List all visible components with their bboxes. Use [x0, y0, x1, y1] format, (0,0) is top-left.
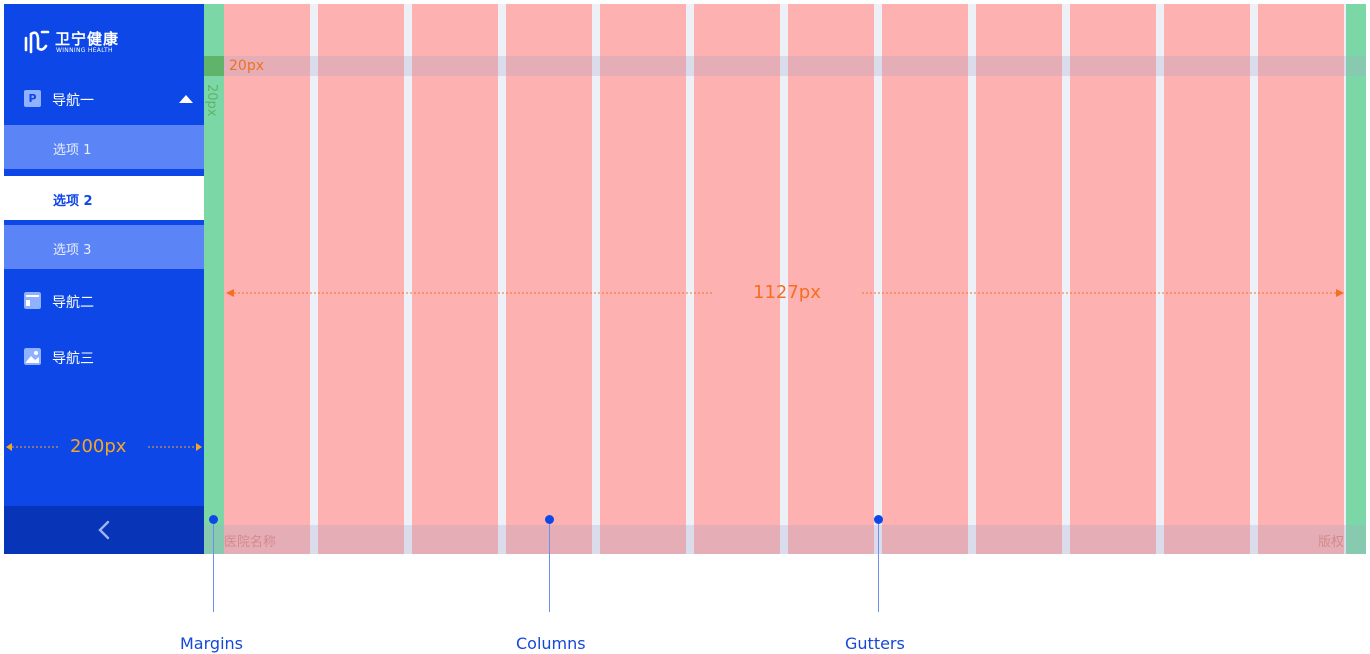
grid-column — [600, 4, 686, 554]
right-margin — [1346, 4, 1366, 554]
grid-column — [412, 4, 498, 554]
grid-column — [694, 4, 780, 554]
nav-item-2[interactable]: 导航二 — [4, 278, 204, 324]
margin-vertical-label: 20px — [204, 84, 219, 117]
content-width-label: 1127px — [753, 282, 821, 303]
brand-logo-icon — [24, 30, 50, 54]
image-icon — [24, 348, 41, 365]
content-width-arrow — [226, 289, 1344, 297]
margins-callout-label: Margins — [180, 634, 243, 653]
grid-column — [1070, 4, 1156, 554]
submenu-item-3[interactable]: 选项 3 — [4, 225, 204, 269]
footer-right-text: 版权 — [1318, 535, 1345, 550]
submenu-item-1-label: 选项 1 — [53, 143, 92, 158]
gutters-callout-dot — [874, 515, 883, 524]
columns-callout-dot — [545, 515, 554, 524]
submenu-item-3-label: 选项 3 — [53, 243, 92, 258]
nav-item-2-label: 导航二 — [52, 295, 94, 311]
nav-item-1[interactable]: P 导航一 — [4, 76, 204, 122]
submenu-item-1[interactable]: 选项 1 — [4, 125, 204, 169]
footer-left-text: 医院名称 — [224, 535, 277, 550]
sidebar-width-arrow — [6, 443, 202, 451]
margin-corner — [204, 56, 224, 76]
nav-item-3[interactable]: 导航三 — [4, 334, 204, 380]
margin-size-label: 20px — [229, 58, 264, 74]
columns-callout-label: Columns — [516, 634, 586, 653]
sidebar-width-label: 200px — [70, 436, 127, 457]
nav-item-1-label: 导航一 — [52, 93, 94, 109]
gutters-callout-line — [878, 524, 879, 612]
nav-item-3-label: 导航三 — [52, 351, 94, 367]
grid-column — [788, 4, 874, 554]
left-margin — [204, 4, 224, 554]
brand-subtitle: WINNING HEALTH — [56, 47, 113, 54]
p-icon: P — [24, 90, 41, 107]
columns-callout-line — [549, 524, 550, 612]
footer-band — [204, 525, 1366, 554]
layout-frame: 卫宁健康 WINNING HEALTH P 导航一 选项 1 选项 2 选项 3… — [4, 4, 1366, 554]
margins-callout-line — [213, 524, 214, 612]
submenu-item-2[interactable]: 选项 2 — [4, 176, 204, 220]
sidebar: 卫宁健康 WINNING HEALTH P 导航一 选项 1 选项 2 选项 3… — [4, 4, 204, 554]
gutters-callout-label: Gutters — [845, 634, 905, 653]
margins-callout-dot — [209, 515, 218, 524]
grid-column — [882, 4, 968, 554]
chevron-left-icon[interactable] — [98, 520, 110, 540]
collapse-bar[interactable] — [4, 506, 204, 554]
grid-column — [224, 4, 310, 554]
chevron-up-icon[interactable] — [178, 94, 194, 104]
top-margin-band — [204, 56, 1366, 76]
grid-column — [1164, 4, 1250, 554]
grid-column — [1258, 4, 1344, 554]
grid-column — [318, 4, 404, 554]
submenu-item-2-label: 选项 2 — [53, 194, 93, 209]
brand-name: 卫宁健康 — [55, 30, 120, 48]
grid-column — [506, 4, 592, 554]
grid-column — [976, 4, 1062, 554]
table-icon — [24, 292, 41, 309]
